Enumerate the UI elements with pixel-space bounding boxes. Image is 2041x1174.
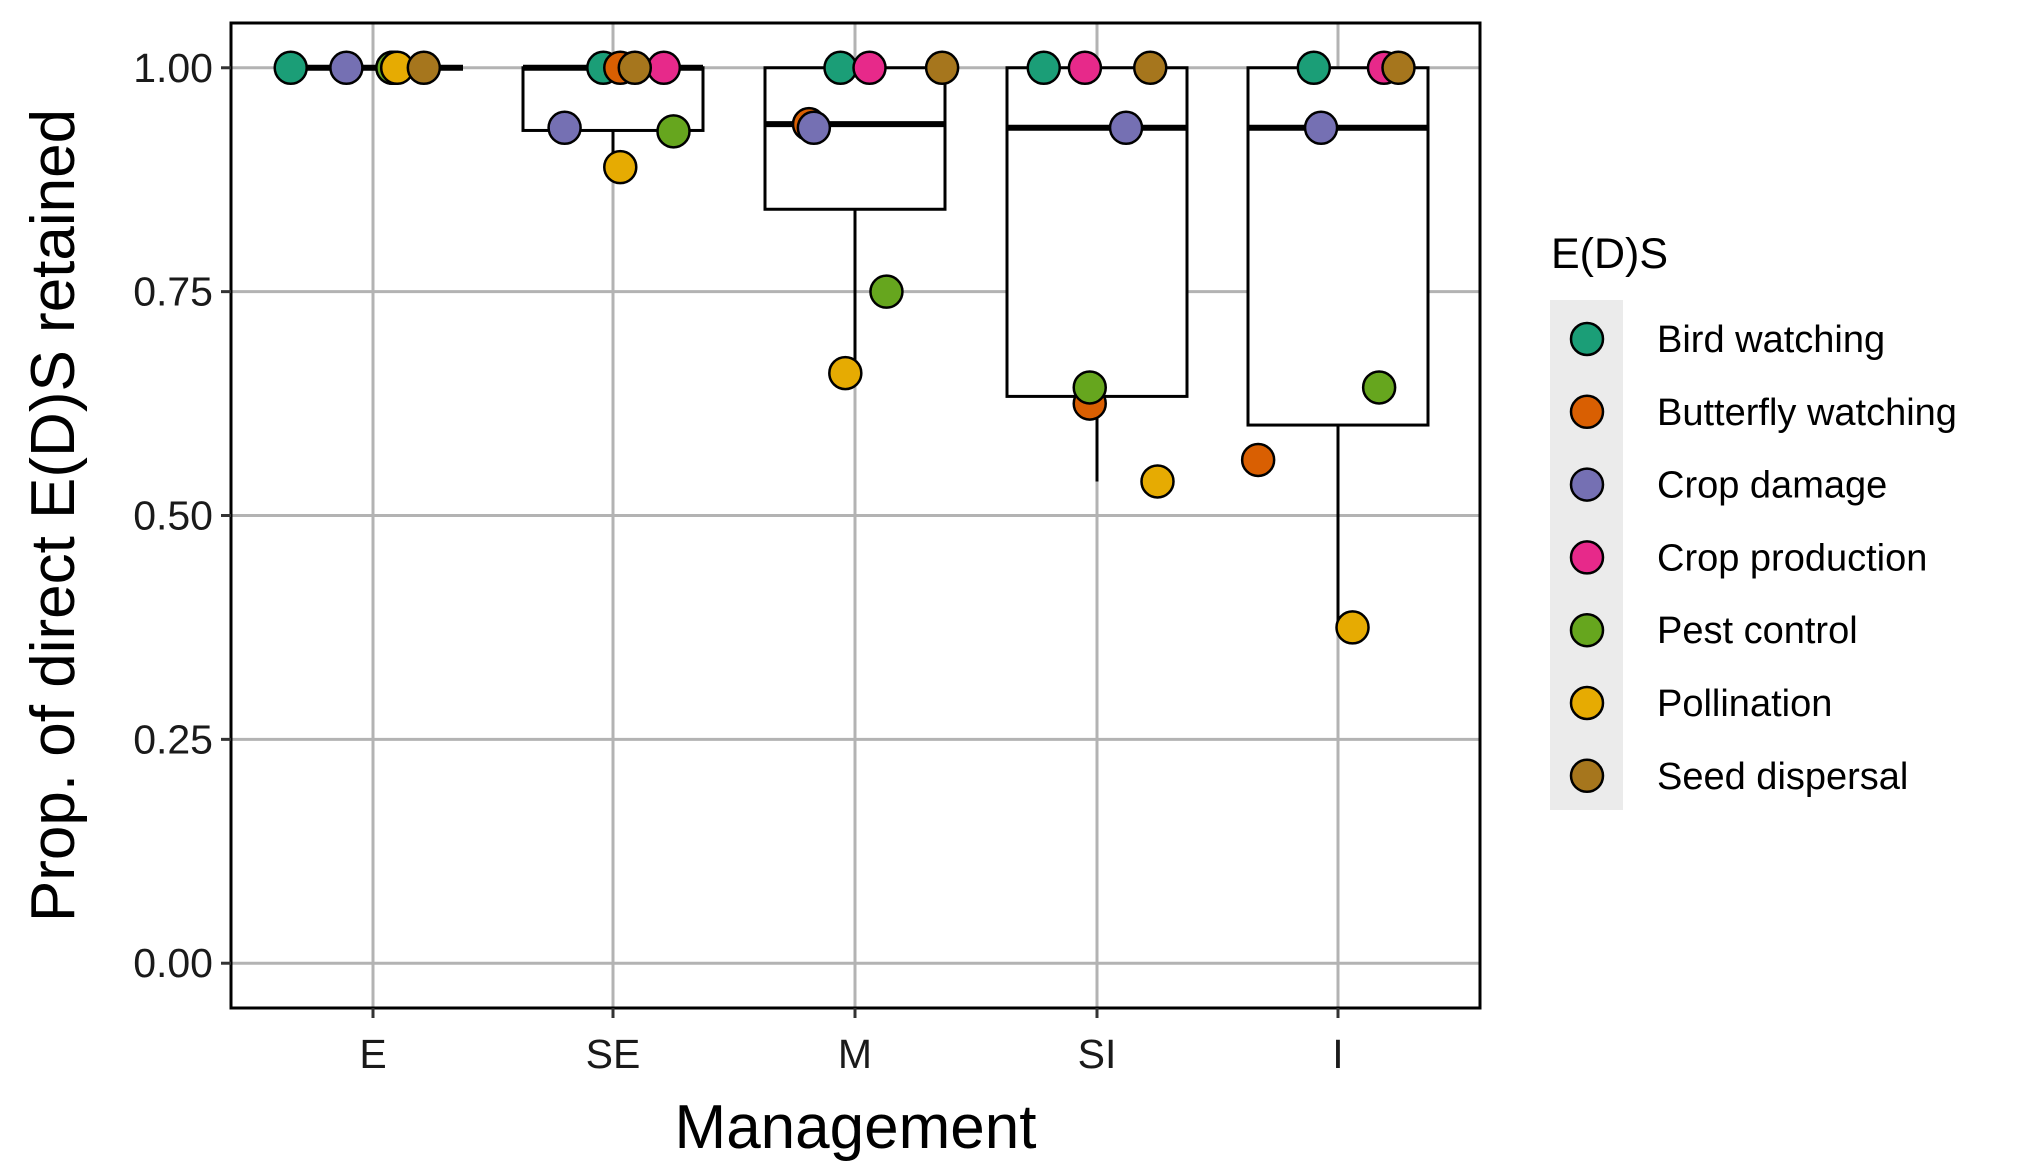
point-pollination	[603, 149, 638, 185]
legend: E(D)S Bird watching Butterfly watching Cro…	[1550, 230, 1957, 810]
point-crop-damage	[1108, 110, 1144, 146]
legend-key	[1569, 467, 1605, 502]
y-axis: 0.00 0.25 0.50 0.75 1.00	[133, 45, 231, 986]
point-pest-control	[656, 114, 691, 149]
legend-label: Crop damage	[1657, 465, 1887, 507]
x-tick-label: SE	[586, 1031, 641, 1077]
point-bird-watching	[1296, 50, 1332, 86]
point-bird-watching	[273, 50, 308, 86]
x-tick-label: I	[1332, 1031, 1343, 1077]
x-tick-label: E	[359, 1031, 386, 1077]
legend-title: E(D)S	[1551, 230, 1668, 278]
point-pollination	[1140, 464, 1175, 499]
x-axis: E SE M SI I	[359, 1008, 1344, 1077]
legend-label: Bird watching	[1657, 319, 1885, 361]
legend-key	[1569, 758, 1605, 794]
legend-label: Pollination	[1657, 683, 1832, 725]
point-seed-dispersal	[924, 50, 960, 86]
point-seed-dispersal	[617, 50, 653, 86]
legend-label: Pest control	[1657, 610, 1858, 652]
y-tick-label: 1.00	[133, 45, 213, 91]
point-crop-damage	[329, 50, 364, 86]
point-crop-damage	[796, 110, 832, 146]
legend-key	[1569, 321, 1605, 357]
x-tick-label: SI	[1078, 1031, 1117, 1077]
y-tick-label: 0.00	[133, 940, 213, 986]
y-tick-label: 0.25	[133, 716, 213, 762]
plot-area	[229, 21, 1482, 1010]
box-iqr	[763, 66, 947, 211]
y-axis-title: Prop. of direct E(D)S retained	[19, 109, 88, 922]
point-seed-dispersal	[406, 50, 442, 86]
point-crop-production	[1067, 50, 1103, 86]
point-bird-watching	[823, 50, 858, 86]
point-crop-damage	[1303, 110, 1339, 146]
point-bird-watching	[1026, 50, 1062, 86]
point-butterfly-watching	[1240, 442, 1276, 478]
legend-key	[1569, 540, 1605, 575]
box-iqr	[1005, 66, 1189, 398]
point-crop-production	[646, 50, 682, 86]
legend-label: Butterfly watching	[1657, 392, 1957, 434]
point-pollination	[1335, 610, 1370, 645]
boxplot-si	[1005, 66, 1189, 482]
x-tick-label: M	[838, 1031, 872, 1077]
point-pest-control	[869, 274, 904, 309]
legend-key	[1569, 685, 1605, 721]
point-crop-damage	[547, 110, 582, 146]
legend-key	[1569, 612, 1605, 648]
legend-label: Crop production	[1657, 537, 1927, 579]
point-seed-dispersal	[1132, 50, 1168, 86]
y-tick-label: 0.50	[133, 493, 213, 539]
point-pest-control	[1361, 370, 1397, 405]
point-pest-control	[1072, 370, 1107, 405]
point-crop-production	[852, 50, 887, 86]
y-tick-label: 0.75	[133, 269, 213, 315]
legend-label: Seed dispersal	[1657, 756, 1908, 798]
point-pollination	[828, 355, 863, 391]
x-axis-title: Management	[675, 1093, 1037, 1162]
legend-key	[1569, 394, 1605, 430]
legend-items: Bird watching Butterfly watching Crop dama…	[1569, 319, 1957, 798]
data-points	[273, 50, 1416, 645]
box-iqr	[1246, 66, 1430, 427]
point-seed-dispersal	[1381, 50, 1416, 86]
